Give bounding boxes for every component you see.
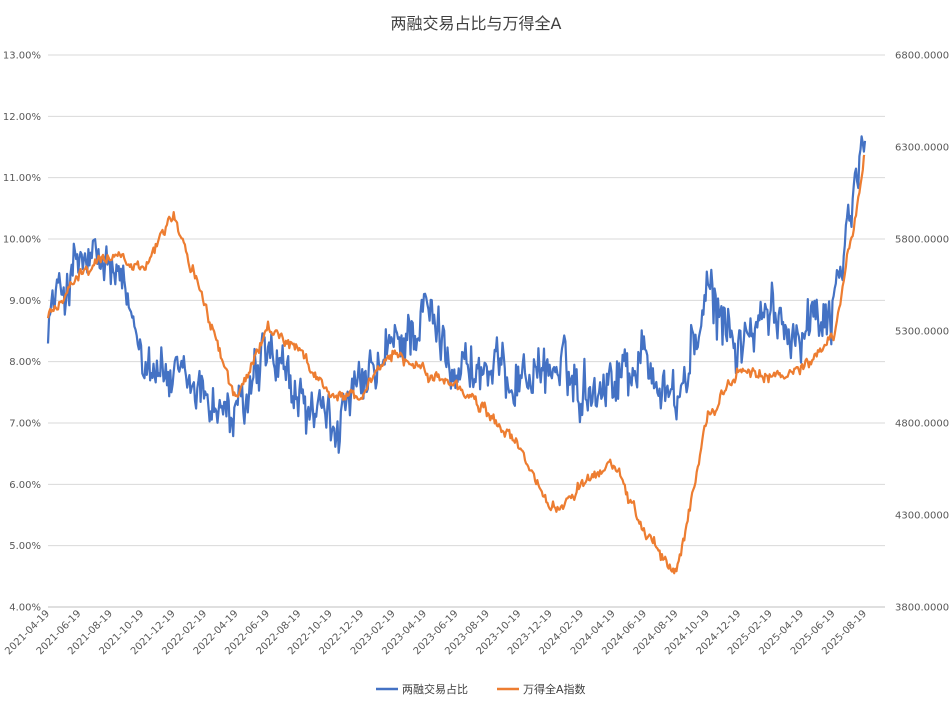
left-tick-label: 5.00%	[9, 541, 41, 552]
series-line-1	[46, 154, 866, 575]
chart-title: 两融交易占比与万得全A	[391, 14, 562, 33]
right-axis: 3800.0000 4300.0000 4800.0000 5300.0000 5800…	[895, 51, 949, 614]
left-tick-label: 10.00%	[3, 235, 41, 246]
right-tick-label: 6300.0000	[895, 143, 949, 154]
right-tick-label: 4300.0000	[895, 511, 949, 522]
legend: 两融交易占比 万得全A指数	[376, 682, 586, 696]
right-tick-label: 5300.0000	[895, 327, 949, 338]
right-tick-label: 5800.0000	[895, 235, 949, 246]
right-tick-label: 3800.0000	[895, 603, 949, 614]
right-tick-label: 6800.0000	[895, 51, 949, 62]
left-axis: 4.00% 5.00% 6.00% 7.00% 8.00% 9.00% 10.00% 11.0…	[3, 51, 41, 614]
left-tick-label: 9.00%	[9, 296, 41, 307]
series-line-0	[46, 135, 867, 454]
left-tick-label: 11.00%	[3, 173, 41, 184]
left-tick-label: 8.00%	[9, 357, 41, 368]
left-tick-label: 7.00%	[9, 419, 41, 430]
legend-label: 万得全A指数	[523, 682, 586, 696]
series-lines	[46, 135, 867, 575]
legend-label: 两融交易占比	[402, 682, 468, 696]
right-tick-label: 4800.0000	[895, 419, 949, 430]
left-tick-label: 4.00%	[9, 603, 41, 614]
left-tick-label: 12.00%	[3, 112, 41, 123]
left-tick-label: 13.00%	[3, 51, 41, 62]
left-tick-label: 6.00%	[9, 480, 41, 491]
